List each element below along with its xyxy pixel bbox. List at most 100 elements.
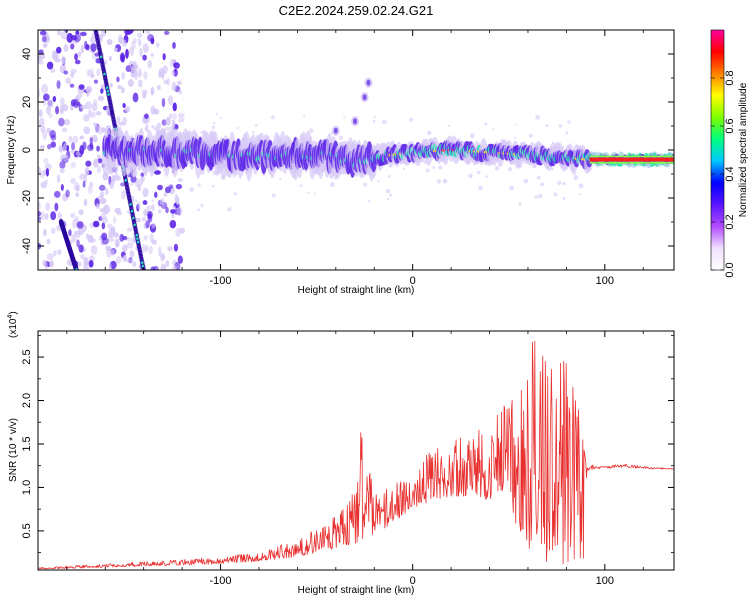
spectrogram-branch-blob — [366, 79, 371, 86]
spectrogram-speckle — [60, 31, 68, 40]
spectrogram-speckle — [387, 174, 391, 178]
spectrogram-speckle — [40, 211, 46, 220]
spectrogram-speckle — [200, 203, 204, 207]
spectrogram-speckle — [88, 109, 92, 118]
spectrogram-speckle — [47, 99, 54, 109]
spectrogram-speckle — [172, 41, 176, 49]
spectrogram-speckle — [62, 127, 68, 133]
spectrogram-speckle — [215, 113, 218, 116]
spectrogram-speckle — [156, 42, 160, 48]
spectrogram-speckle — [385, 188, 391, 194]
spectrogram-speckle — [83, 114, 90, 122]
spectrogram-speckle — [59, 160, 66, 169]
spectrogram-speckle — [70, 68, 77, 74]
snr-axes: -100 0 100 0.5 1.0 1.5 2.0 2.5 — [21, 331, 674, 587]
spectrogram-speckle — [74, 216, 79, 223]
spectrogram-speckle — [469, 133, 475, 139]
spectrogram-speckle — [116, 211, 123, 216]
spectrogram-speckle — [85, 160, 92, 167]
spectrogram-speckle — [121, 72, 126, 80]
spectrogram-speckle — [121, 189, 126, 200]
spectrogram-speckle — [572, 171, 577, 176]
spectrogram-speckle — [74, 33, 81, 43]
spectrogram-speckle — [178, 89, 183, 95]
spectrogram-speckle — [158, 209, 162, 214]
spectrogram-speckle — [157, 184, 163, 191]
spectrogram-speckle — [138, 79, 143, 88]
spectrogram-speckle — [338, 135, 343, 141]
colorbar-ticks: 0.0 0.2 0.4 0.6 0.8 — [711, 70, 736, 278]
spectrogram-speckle — [137, 38, 142, 47]
spectrogram-speckle — [105, 188, 109, 196]
spectrogram-speckle — [63, 44, 69, 52]
spectrogram-speckle — [117, 116, 121, 124]
spectrogram-speckle — [38, 49, 44, 55]
spectrogram-speckle — [536, 175, 541, 180]
spectrogram-speckle — [151, 222, 156, 229]
spectrogram-speckle — [126, 227, 133, 232]
spectrogram-speckle — [56, 30, 62, 36]
spectrogram-speckle — [38, 109, 43, 118]
spectrogram-speckle — [76, 239, 80, 248]
spectrogram-speckle — [161, 97, 166, 108]
spectrogram-speckle — [165, 260, 170, 267]
spectrogram-tail-edge — [589, 162, 674, 164]
spectrogram-speckle — [62, 153, 69, 163]
spectrogram-speckle — [535, 114, 541, 120]
spectrogram-speckle — [101, 222, 106, 230]
spectrogram-speckle — [78, 244, 84, 253]
spectrogram-speckle — [143, 234, 148, 241]
spectrogram-speckle — [40, 144, 45, 150]
spectrogram-speckle — [578, 183, 584, 189]
spectrogram-speckle — [402, 167, 406, 170]
spectrogram-speckle — [96, 165, 102, 174]
spectrogram-speckle — [171, 119, 176, 129]
spectrogram-speckle — [518, 202, 522, 206]
snr-frame — [37, 330, 675, 571]
spectrogram-speckle — [150, 52, 154, 57]
spectrogram-speckle — [90, 43, 97, 52]
spectrogram-speckle — [103, 204, 110, 215]
spectrogram-speckle — [84, 101, 92, 110]
spectrogram-speckle — [172, 205, 177, 210]
spectrogram-speckle — [367, 200, 371, 203]
spectrogram-speckle — [65, 77, 72, 84]
spectrogram-speckle — [80, 44, 84, 54]
spectrogram-speckle — [58, 117, 65, 127]
spectrogram-speckle — [168, 95, 174, 106]
spectrogram-speckle — [101, 232, 108, 241]
spectrogram-speckle — [514, 123, 517, 126]
y-tick-label: 40 — [21, 48, 33, 60]
spectrogram-speckle — [54, 54, 60, 59]
colorbar-tick-label: 0.0 — [724, 262, 736, 277]
spectrogram-speckle — [107, 223, 113, 230]
spectrogram-speckle — [50, 141, 57, 148]
spectrogram-speckle — [121, 86, 125, 94]
spectrogram-speckle — [409, 117, 414, 122]
spectrogram-speckle — [76, 93, 83, 99]
spectrogram-speckle — [134, 199, 138, 203]
spectrogram-speckle — [174, 193, 178, 200]
spectrogram-speckle — [122, 235, 128, 241]
spectrogram-speckle — [476, 170, 481, 175]
spectrogram-speckle — [107, 237, 115, 242]
colorbar-gradient — [710, 29, 725, 271]
spectrogram-speckle — [178, 117, 185, 123]
spectrogram-speckle — [130, 40, 136, 50]
spectrogram-speckle — [146, 205, 153, 211]
spectrogram-speckle — [80, 253, 85, 260]
spectrogram-speckle — [100, 88, 104, 94]
spectrogram-speckle — [46, 253, 54, 261]
spectrogram-speckle — [48, 260, 54, 268]
spectrogram-speckle — [40, 125, 46, 134]
spectrogram-speckle — [115, 256, 122, 264]
spectrogram-speckle — [484, 122, 488, 126]
spectrogram-speckle — [109, 82, 113, 88]
spectrogram-speckle — [92, 220, 100, 228]
spectrogram-speckle — [127, 78, 134, 88]
y-tick-label: 2.5 — [21, 349, 33, 364]
spectrogram-speckle — [176, 198, 180, 206]
spectrogram-speckle — [87, 234, 94, 240]
spectrogram-speckle — [143, 71, 148, 80]
